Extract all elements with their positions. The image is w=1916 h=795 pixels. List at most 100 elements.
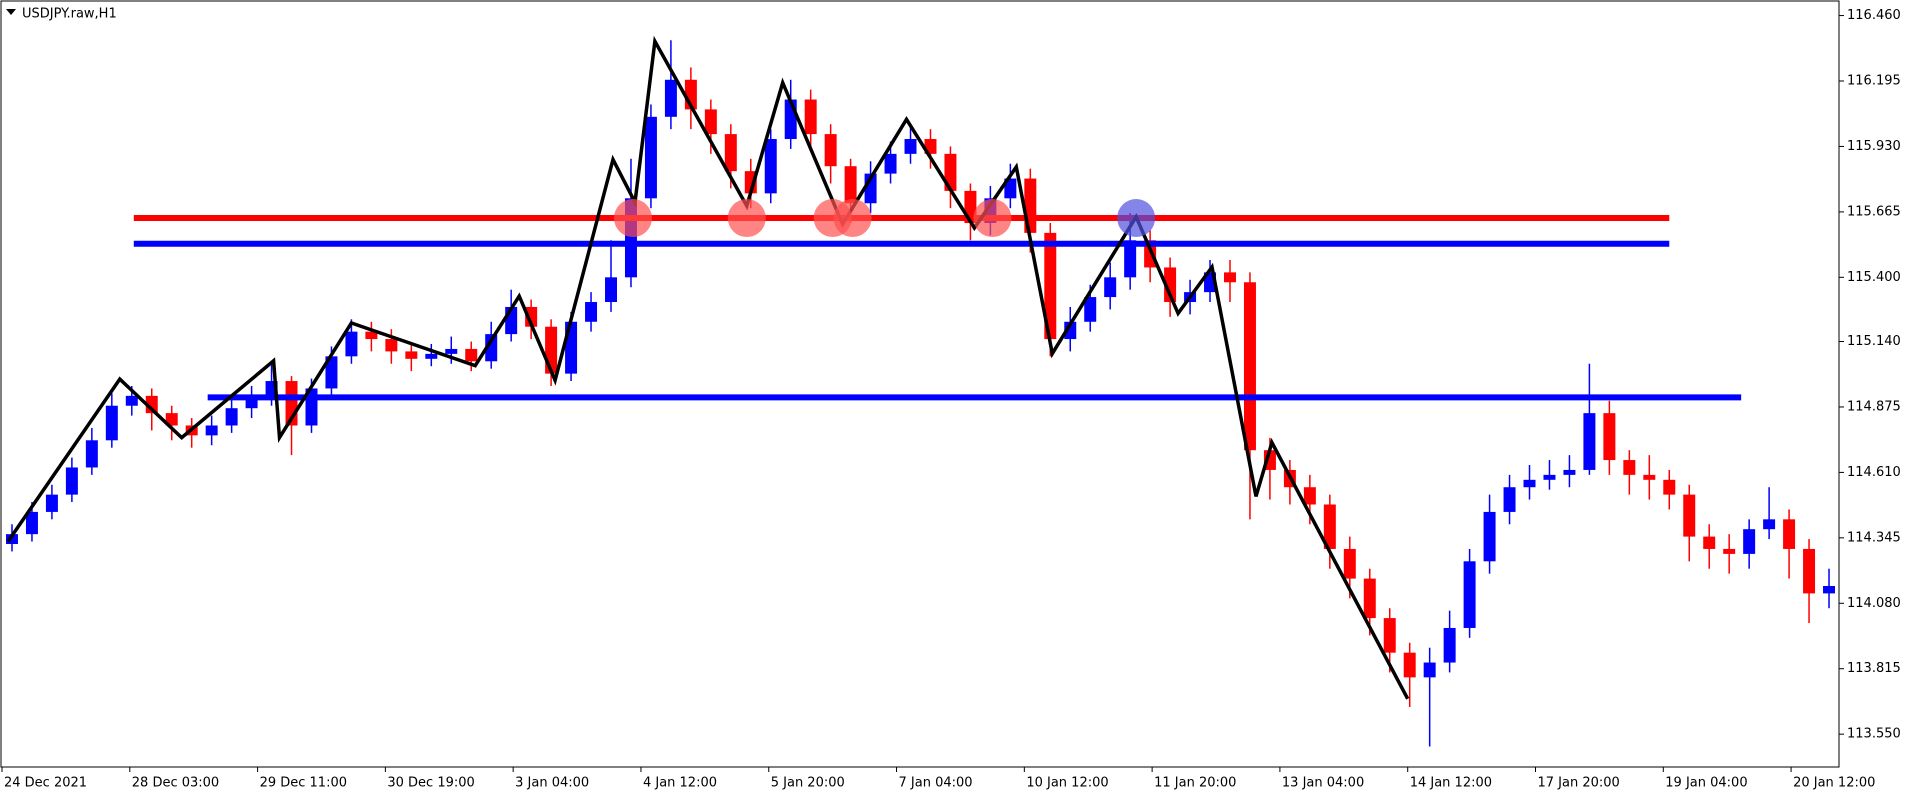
x-tick-label: 17 Jan 20:00 [1537, 776, 1619, 791]
candle-body [624, 198, 637, 278]
candle-body [1803, 548, 1816, 594]
candle-body [1104, 277, 1117, 298]
candle-body [345, 331, 358, 357]
candle-body [85, 440, 98, 468]
candle-body [944, 153, 957, 191]
candle-body [505, 306, 518, 335]
candle-body [585, 302, 598, 322]
y-tick-label: 115.140 [1847, 334, 1901, 349]
touch-marker [613, 199, 652, 238]
candle-body [844, 166, 857, 204]
candle-body [1044, 232, 1057, 340]
candle-body [1124, 240, 1137, 278]
x-tick-label: 4 Jan 12:00 [643, 776, 717, 791]
candle-body [1144, 240, 1157, 268]
candle-body [465, 348, 478, 362]
x-tick-label: 19 Jan 04:00 [1665, 776, 1747, 791]
candle-body [804, 99, 817, 135]
x-tick-label: 14 Jan 12:00 [1410, 776, 1492, 791]
candle-body [485, 334, 498, 362]
candle-body [445, 348, 458, 354]
candle-body [684, 79, 697, 110]
candle-body [1483, 511, 1496, 562]
candle-body [325, 356, 338, 389]
candle-body [904, 139, 917, 154]
candle-body [1084, 297, 1097, 322]
candle-body [924, 139, 937, 154]
candle-body [1243, 282, 1256, 451]
candle-body [1064, 321, 1077, 340]
candle-body [1663, 479, 1676, 495]
candle-body [1463, 561, 1476, 628]
candle-body [1543, 474, 1556, 480]
candle-body [1623, 460, 1636, 475]
y-tick-label: 113.815 [1847, 661, 1901, 676]
candle-body [1703, 536, 1716, 549]
candle-body [1523, 479, 1536, 488]
candle-body [65, 467, 78, 495]
candle-body [605, 277, 617, 303]
y-tick-label: 116.195 [1847, 74, 1901, 89]
candle-body [25, 511, 38, 535]
candle-body [884, 153, 897, 174]
candle-body [1403, 652, 1416, 678]
candle-body [1164, 267, 1177, 303]
candle-body [545, 326, 558, 374]
candle-body [385, 339, 398, 352]
candle-body [1323, 504, 1336, 549]
candle-body [145, 395, 158, 414]
symbol-dropdown[interactable] [6, 9, 16, 15]
candle-body [265, 381, 278, 396]
candle-body [824, 134, 837, 167]
y-tick-label: 114.080 [1847, 596, 1901, 611]
candle-body [724, 134, 737, 172]
y-tick-label: 114.345 [1847, 530, 1901, 545]
candle-body [1823, 585, 1836, 594]
candle-body [1563, 469, 1576, 475]
candle-body [565, 321, 578, 374]
y-tick-label: 113.550 [1847, 727, 1901, 742]
candle-body [1683, 494, 1696, 537]
x-tick-label: 24 Dec 2021 [4, 776, 87, 791]
candle-body [1383, 618, 1396, 653]
touch-marker [1117, 199, 1156, 238]
candle-body [764, 139, 777, 194]
candle-body [165, 413, 178, 426]
touch-marker [833, 199, 872, 238]
y-tick-label: 114.610 [1847, 465, 1901, 480]
candle-body [205, 425, 218, 436]
x-tick-label: 5 Jan 20:00 [771, 776, 845, 791]
candle-body [864, 173, 877, 204]
candle-body [1224, 272, 1236, 283]
candle-body [744, 171, 757, 194]
candle-body [1503, 487, 1516, 512]
y-tick-label: 115.400 [1847, 270, 1901, 285]
x-tick-label: 7 Jan 04:00 [899, 776, 973, 791]
candle-body [405, 351, 418, 359]
candle-body [1603, 413, 1616, 461]
candle-body [1423, 662, 1436, 678]
candle-body [1743, 529, 1756, 554]
y-tick-label: 115.930 [1847, 139, 1901, 154]
chart-title: USDJPY.raw,H1 [22, 7, 117, 22]
candle-body [664, 79, 677, 117]
candle-body [784, 99, 797, 140]
candle-body [525, 306, 538, 327]
candle-body [1004, 178, 1017, 199]
y-tick-label: 116.460 [1847, 8, 1901, 23]
x-tick-label: 3 Jan 04:00 [515, 776, 589, 791]
candle-body [1343, 548, 1356, 579]
candle-body [1363, 578, 1376, 619]
candle-body [125, 395, 138, 406]
x-tick-label: 20 Jan 12:00 [1793, 776, 1875, 791]
candle-body [1583, 413, 1596, 470]
candle-body [105, 405, 118, 441]
candle-body [1024, 178, 1037, 233]
candle-body [225, 408, 238, 426]
candle-body [1783, 519, 1796, 549]
candle-body [1723, 548, 1736, 554]
candle-body [245, 395, 258, 409]
y-tick-label: 114.875 [1847, 399, 1901, 414]
